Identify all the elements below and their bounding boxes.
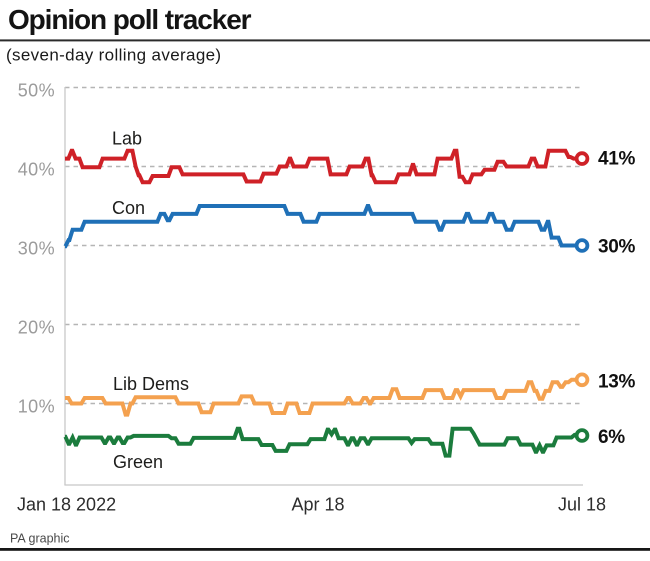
svg-text:41%: 41% (598, 149, 636, 170)
svg-text:PA graphic: PA graphic (10, 532, 70, 546)
svg-text:(seven-day rolling average): (seven-day rolling average) (6, 46, 221, 65)
svg-text:Lab: Lab (112, 129, 142, 149)
svg-text:20%: 20% (18, 318, 55, 338)
svg-text:50%: 50% (18, 81, 55, 101)
svg-text:Con: Con (112, 198, 145, 218)
svg-text:Green: Green (113, 452, 163, 472)
svg-text:Lib Dems: Lib Dems (113, 374, 189, 394)
svg-text:Apr 18: Apr 18 (291, 495, 344, 515)
svg-text:13%: 13% (598, 372, 636, 393)
svg-text:30%: 30% (598, 237, 636, 258)
svg-text:10%: 10% (18, 397, 55, 417)
svg-text:30%: 30% (18, 239, 55, 259)
svg-text:Jan 18 2022: Jan 18 2022 (17, 495, 116, 515)
svg-text:Jul 18: Jul 18 (558, 495, 606, 515)
svg-text:Opinion poll tracker: Opinion poll tracker (8, 4, 252, 35)
svg-text:6%: 6% (598, 427, 625, 448)
svg-text:40%: 40% (18, 160, 55, 180)
